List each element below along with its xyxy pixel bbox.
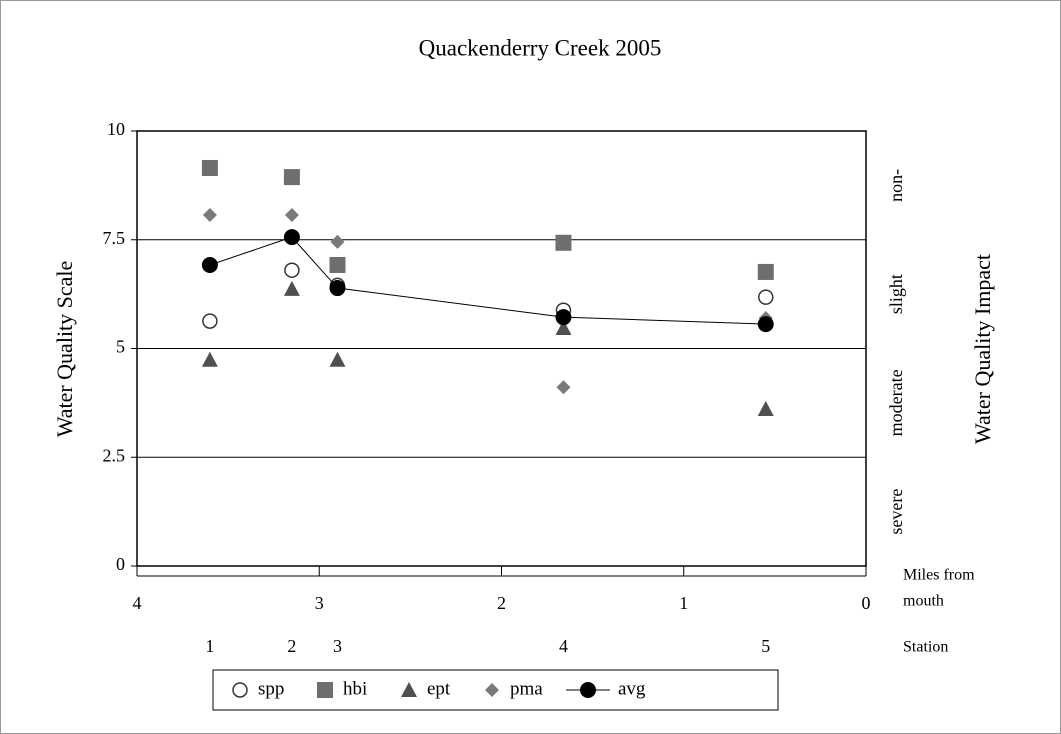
legend-marker [580,682,596,698]
data-point [202,313,218,329]
chart-title: Quackenderry Creek 2005 [419,35,662,60]
data-point [329,280,346,297]
impact-band-label: non- [886,169,906,202]
data-point [201,256,218,273]
station-label: 4 [559,636,568,656]
legend-marker [401,682,417,697]
data-point [284,262,300,278]
station-label: 5 [761,636,770,656]
impact-band-label: severe [886,489,906,535]
station-label: 1 [205,636,214,656]
station-title: Station [903,639,948,656]
data-point [283,280,300,296]
data-point [329,351,346,367]
data-point [330,234,345,249]
data-point [757,263,774,280]
legend-label: ept [427,678,451,699]
legend-label: hbi [343,678,367,699]
x-tick-label: 2 [497,593,506,613]
legend-marker [317,682,333,698]
x-tick-label: 1 [679,593,688,613]
impact-band-label: moderate [886,369,906,436]
x-tick-label: 3 [315,593,324,613]
legend-label: pma [510,678,543,699]
data-point [758,289,774,305]
data-point [201,159,218,176]
data-point [283,169,300,186]
data-point [201,351,218,367]
data-point [329,256,346,273]
data-point [555,234,572,251]
data-point [556,380,571,395]
x-tick-label: 0 [862,593,871,613]
legend-label: spp [258,678,284,699]
y-axis-title: Water Quality Scale [52,261,77,438]
y-tick-label: 7.5 [103,228,126,248]
data-point [555,309,572,326]
y-tick-label: 10 [107,119,125,139]
x-tick-label: 4 [133,593,142,613]
data-point [202,207,217,222]
x-axis-title: Miles from [903,567,975,584]
data-point [757,316,774,333]
x-axis-title: mouth [903,593,944,610]
data-point [283,229,300,246]
y-tick-label: 5 [116,337,125,357]
data-point [284,207,299,222]
y-tick-label: 0 [116,554,125,574]
y2-axis-title: Water Quality Impact [970,254,995,444]
station-label: 3 [333,636,342,656]
y-tick-label: 2.5 [103,445,126,465]
data-point [555,320,572,336]
legend-marker [485,683,499,697]
data-point [757,400,774,416]
impact-band-label: slight [886,274,906,314]
legend-marker [232,682,248,698]
legend-label: avg [618,678,646,699]
station-label: 2 [287,636,296,656]
